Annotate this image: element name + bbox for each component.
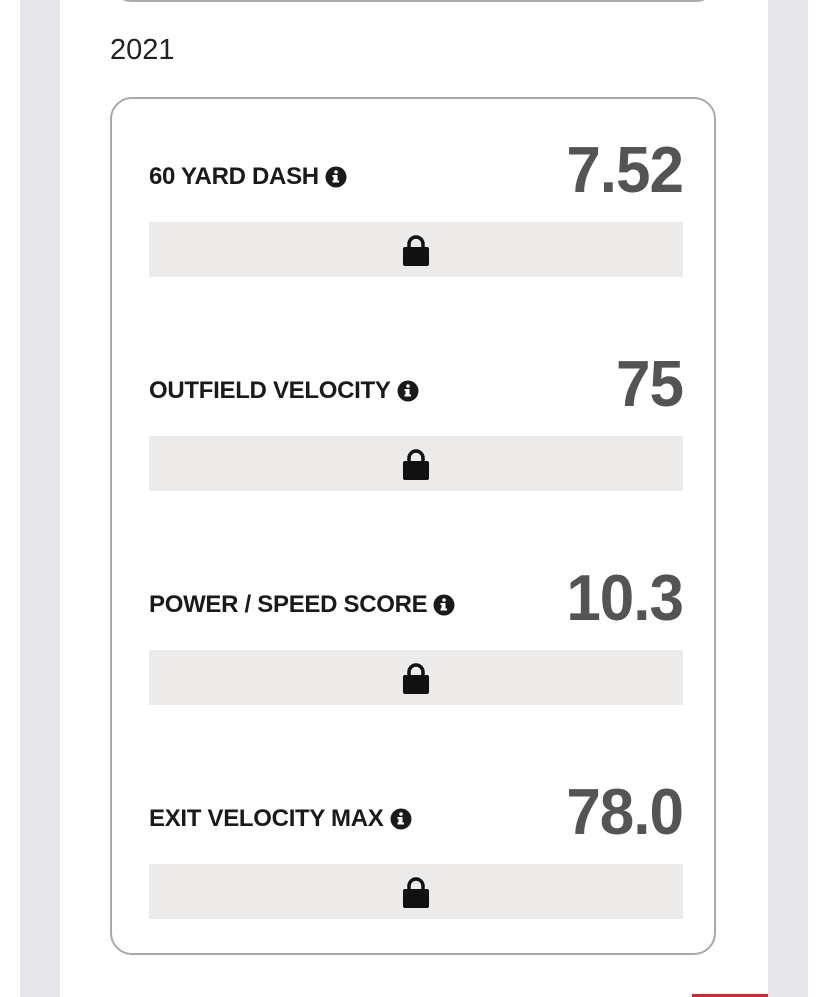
metric-row: POWER / SPEED SCORE 10.3 — [149, 527, 684, 741]
lock-icon — [403, 876, 429, 908]
info-icon[interactable] — [433, 594, 455, 616]
previous-card — [110, 0, 718, 2]
metric-label: OUTFIELD VELOCITY — [149, 377, 391, 404]
info-icon[interactable] — [397, 380, 419, 402]
lock-icon — [403, 662, 429, 694]
metric-row: OUTFIELD VELOCITY 75 — [149, 313, 684, 527]
metric-row: 60 YARD DASH 7.52 — [149, 99, 684, 313]
lock-icon — [403, 234, 429, 266]
metric-label: 60 YARD DASH — [149, 163, 319, 190]
metric-label-wrap: OUTFIELD VELOCITY — [149, 377, 419, 405]
locked-bar[interactable] — [149, 222, 683, 277]
metric-value: 75 — [616, 348, 684, 421]
metric-row: EXIT VELOCITY MAX 78.0 — [149, 741, 684, 955]
metric-label-wrap: 60 YARD DASH — [149, 163, 347, 191]
locked-bar[interactable] — [149, 650, 683, 705]
lock-icon — [403, 448, 429, 480]
locked-bar[interactable] — [149, 436, 683, 491]
metrics-card: 60 YARD DASH 7.52 OUTFIELD VELOCITY 75 POWER… — [110, 97, 716, 955]
year-heading: 2021 — [110, 34, 175, 66]
info-icon[interactable] — [390, 808, 412, 830]
info-icon[interactable] — [325, 166, 347, 188]
metric-value: 78.0 — [566, 776, 684, 849]
metric-label: POWER / SPEED SCORE — [149, 591, 428, 618]
locked-bar[interactable] — [149, 864, 683, 919]
metric-label: EXIT VELOCITY MAX — [149, 805, 384, 832]
metric-value: 7.52 — [566, 134, 684, 207]
metric-value: 10.3 — [566, 562, 684, 635]
metric-label-wrap: POWER / SPEED SCORE — [149, 591, 455, 619]
metric-label-wrap: EXIT VELOCITY MAX — [149, 805, 412, 833]
side-strip — [20, 0, 60, 997]
red-tab — [692, 994, 768, 997]
side-strip — [768, 0, 808, 997]
